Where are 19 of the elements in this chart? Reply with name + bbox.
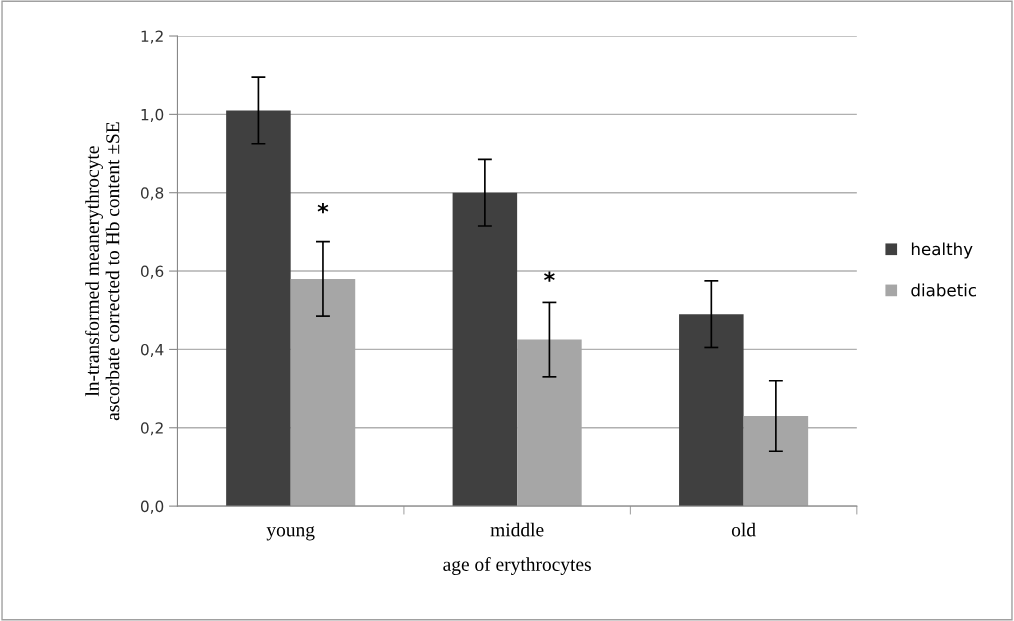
x-tick-label: young: [266, 526, 315, 541]
annotation: *: [544, 271, 555, 282]
x-tick-label: old: [731, 522, 756, 537]
y-tick-label: 1,2: [141, 30, 163, 44]
y-axis-title: ln-transformed meanerythrocyte ascorbate corrected to Hb content ±SE: [85, 122, 120, 421]
x-tick-label: middle: [490, 522, 544, 537]
bar: [679, 314, 744, 507]
annotation: *: [317, 202, 329, 214]
legend-label: diabetic: [911, 283, 976, 297]
y-tick-label: 1,0: [141, 108, 164, 122]
y-tick-label: 0,2: [140, 422, 163, 436]
x-axis-title: age of erythrocytes: [443, 557, 591, 575]
y-tick-label: 0,8: [140, 187, 164, 201]
y-tick-label: 0,6: [140, 265, 164, 279]
y-tick-label: 0,4: [140, 343, 164, 357]
bar: [226, 110, 291, 507]
legend-label: healthy: [911, 242, 973, 259]
y-tick-label: 0,0: [140, 500, 164, 514]
bar: [452, 192, 518, 507]
